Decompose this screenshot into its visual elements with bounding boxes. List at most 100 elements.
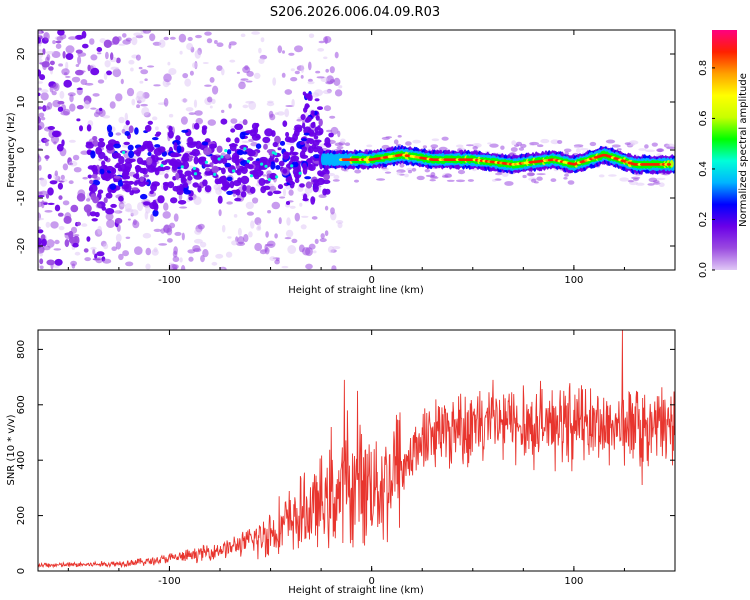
spectrogram-cell bbox=[170, 197, 178, 204]
spectrogram-cell bbox=[321, 168, 330, 176]
spectrogram-cell bbox=[550, 139, 560, 145]
spectrogram-cell bbox=[81, 30, 87, 39]
spectrogram-cell bbox=[286, 217, 291, 226]
spectrogram-cell bbox=[108, 172, 115, 179]
spectrogram-cell bbox=[260, 162, 264, 166]
spectrogram-cell bbox=[332, 179, 340, 182]
spectrogram-cell bbox=[149, 33, 156, 42]
spectrogram-cell bbox=[238, 81, 246, 90]
spectrogram-cell bbox=[105, 51, 109, 60]
spectrogram-cell bbox=[90, 246, 97, 250]
spectrogram-cell bbox=[325, 81, 334, 85]
spectrogram-cell bbox=[262, 136, 271, 144]
spectrogram-cell bbox=[441, 175, 449, 178]
spectrogram-cell bbox=[274, 233, 278, 239]
spectrogram-cell bbox=[40, 92, 49, 101]
spectrogram-cell bbox=[179, 257, 183, 263]
spectrogram-cell bbox=[567, 180, 575, 185]
spectrogram-cell bbox=[39, 190, 48, 196]
spectrogram-cell bbox=[125, 37, 132, 42]
spectrogram-cell bbox=[282, 50, 285, 54]
spectrogram-cell bbox=[126, 87, 135, 97]
spectrogram-cell bbox=[540, 138, 550, 144]
spectrogram-cell bbox=[645, 149, 656, 153]
spectrogram-cell bbox=[75, 34, 84, 40]
spectrogram-cell bbox=[151, 249, 159, 256]
spectrogram-cell bbox=[514, 144, 520, 148]
spectrogram-cell bbox=[317, 170, 323, 176]
spectrogram-cell bbox=[40, 178, 48, 187]
spectrogram-cell bbox=[221, 68, 225, 76]
colorbar-label: Normalized spectral amplitude bbox=[738, 73, 749, 227]
spectrogram-cell bbox=[106, 124, 113, 133]
spectrogram-cell bbox=[52, 99, 61, 108]
spectrogram-cell bbox=[211, 98, 216, 104]
spectrogram-cell bbox=[178, 33, 187, 43]
spectrogram-cell bbox=[128, 150, 135, 159]
spectrogram-cell bbox=[527, 172, 535, 176]
spectrogram-cell bbox=[307, 81, 315, 85]
spectrogram-cell bbox=[312, 250, 317, 254]
spectrogram-cell bbox=[302, 193, 308, 201]
spectrogram-cell bbox=[274, 152, 278, 156]
spectrogram-cell bbox=[262, 174, 267, 177]
spectrogram-cell bbox=[163, 73, 172, 83]
spectrogram-cell bbox=[245, 100, 254, 104]
spectrogram-cell bbox=[55, 40, 62, 44]
spectrogram-cell bbox=[121, 128, 126, 134]
spectrogram-cell bbox=[105, 212, 114, 221]
spectrogram-cell bbox=[397, 135, 402, 138]
spectrogram-cell bbox=[300, 154, 309, 159]
spectrogram-cell bbox=[269, 256, 276, 261]
spectrogram-cell bbox=[220, 267, 225, 270]
spectrogram-cell bbox=[115, 241, 122, 250]
spectrogram-cell bbox=[250, 171, 259, 176]
spectrogram-cell bbox=[306, 158, 313, 165]
spectrogram-cell bbox=[250, 142, 258, 147]
spectrogram-cell bbox=[294, 45, 303, 53]
spectrogram-cell bbox=[294, 70, 300, 75]
spectrogram-cell bbox=[109, 101, 116, 109]
spectrogram-cell bbox=[38, 37, 41, 44]
spectrogram-cell bbox=[465, 144, 474, 147]
spectrogram-cell bbox=[241, 140, 250, 143]
spectrogram-cell bbox=[49, 60, 55, 66]
spectrogram-cell bbox=[99, 107, 103, 112]
spectrogram-cell bbox=[268, 185, 277, 192]
spectrogram-cell bbox=[96, 251, 105, 257]
spectrogram-cell bbox=[54, 204, 61, 212]
spectrogram-cell bbox=[467, 179, 474, 182]
spectrogram-cell bbox=[38, 112, 45, 118]
spectrogram-cell bbox=[111, 167, 117, 175]
spectrogram-cell bbox=[86, 198, 91, 202]
spectrogram-cell bbox=[298, 244, 305, 253]
spectrogram-cell bbox=[120, 78, 124, 85]
spectrogram-cell bbox=[189, 151, 197, 156]
spectrogram-cell bbox=[557, 140, 563, 144]
spectrogram-cell bbox=[173, 142, 178, 151]
spectrogram-cell bbox=[139, 176, 145, 183]
spectrogram-cell bbox=[258, 178, 266, 186]
spectrogram-cell bbox=[167, 181, 175, 189]
spectrogram-cell bbox=[648, 177, 658, 183]
spectrogram-cell bbox=[155, 126, 159, 131]
spectrogram-cell bbox=[209, 105, 213, 109]
spectrogram-cell bbox=[250, 220, 255, 229]
spectrogram-cell bbox=[228, 143, 238, 147]
spectrogram-cell bbox=[431, 138, 440, 142]
spectrogram-cell bbox=[92, 93, 100, 97]
spectrogram-cell bbox=[240, 78, 249, 81]
spectrogram-cell bbox=[169, 36, 176, 40]
spectrogram-cell bbox=[216, 180, 224, 184]
spectrogram-cell bbox=[179, 50, 183, 55]
spectrogram-cell bbox=[204, 185, 212, 193]
spectrogram-cell bbox=[56, 36, 64, 41]
spectrogram-cell bbox=[656, 148, 665, 153]
spectrogram-cell bbox=[231, 152, 239, 161]
spectrogram-cell bbox=[144, 78, 148, 81]
spectrogram-cell bbox=[305, 247, 313, 257]
spectrogram-cell bbox=[173, 213, 179, 222]
spectrogram-cell bbox=[118, 253, 124, 261]
spectrogram-cell bbox=[147, 65, 155, 68]
spectrogram-cell bbox=[90, 150, 96, 159]
